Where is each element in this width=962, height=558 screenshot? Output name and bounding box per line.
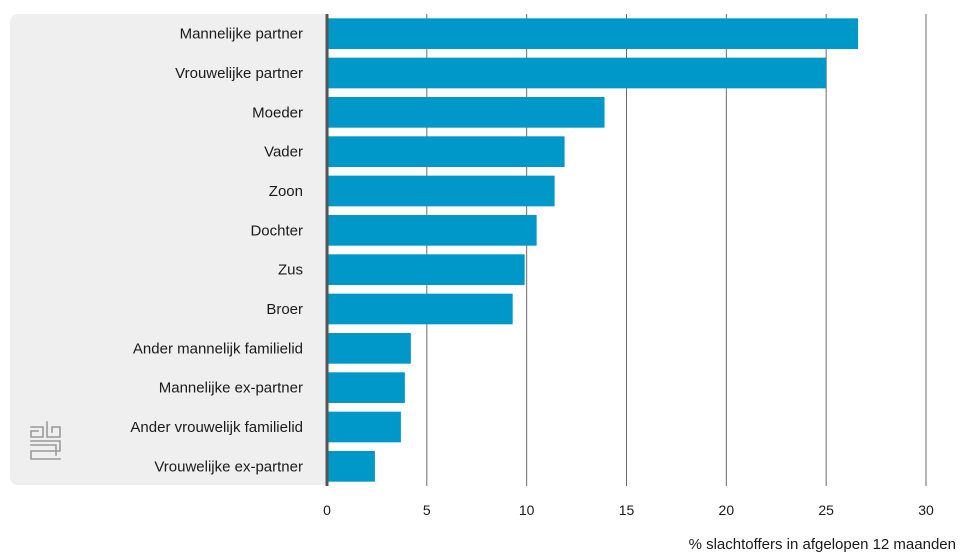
category-label: Broer	[266, 301, 303, 318]
bar	[327, 136, 565, 168]
category-label: Ander vrouwelijk familielid	[130, 419, 303, 436]
category-label: Vrouwelijke partner	[175, 65, 303, 82]
category-label: Zus	[278, 262, 303, 279]
bars	[327, 18, 859, 482]
x-tick-label: 25	[818, 502, 834, 518]
bar	[327, 411, 401, 443]
bar	[327, 372, 405, 404]
category-label: Ander mannelijk familielid	[133, 340, 303, 357]
bar	[327, 96, 605, 128]
category-label: Vrouwelijke ex-partner	[154, 458, 303, 475]
cbs-logo-icon	[30, 421, 61, 460]
bar	[327, 450, 375, 482]
x-axis-title: % slachtoffers in afgelopen 12 maanden	[689, 536, 956, 553]
x-tick-label: 10	[519, 502, 535, 518]
category-label: Dochter	[250, 222, 303, 239]
x-tick-labels: 0 5 10 15 20 25 30	[323, 502, 934, 518]
category-labels: Mannelijke partner Vrouwelijke partner Moe…	[130, 26, 303, 476]
gridlines	[426, 14, 927, 486]
category-label: Mannelijke ex-partner	[159, 380, 303, 397]
x-tick-label: 0	[323, 502, 331, 518]
bar	[327, 214, 537, 246]
category-label: Zoon	[269, 183, 303, 200]
x-tick-label: 20	[719, 502, 735, 518]
x-tick-label: 5	[423, 502, 431, 518]
x-tick-label: 15	[619, 502, 635, 518]
bar	[327, 293, 513, 325]
category-label-panel	[10, 14, 330, 485]
bar	[327, 175, 555, 207]
bar	[327, 18, 859, 50]
category-label: Moeder	[252, 104, 303, 121]
category-label: Mannelijke partner	[180, 26, 303, 43]
bar	[327, 57, 827, 89]
bar	[327, 254, 525, 286]
x-tick-label: 30	[918, 502, 934, 518]
category-label: Vader	[264, 144, 303, 161]
bar	[327, 332, 411, 364]
